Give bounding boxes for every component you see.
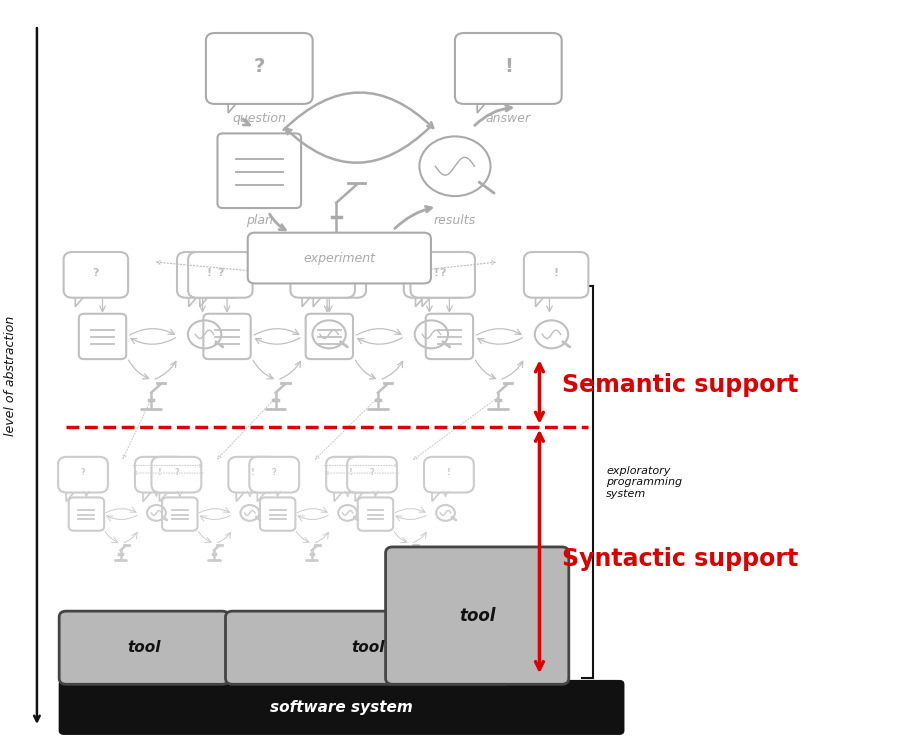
Text: tool: tool [351, 640, 385, 655]
FancyBboxPatch shape [524, 252, 588, 298]
FancyBboxPatch shape [60, 681, 623, 733]
Text: !: ! [553, 268, 559, 277]
FancyBboxPatch shape [290, 252, 355, 298]
FancyBboxPatch shape [225, 611, 511, 684]
Text: ?: ? [174, 468, 179, 477]
FancyBboxPatch shape [305, 314, 353, 359]
Polygon shape [143, 485, 157, 502]
Polygon shape [416, 290, 430, 307]
Polygon shape [432, 485, 446, 502]
Circle shape [436, 505, 455, 521]
FancyBboxPatch shape [248, 232, 431, 284]
Text: ?: ? [272, 468, 277, 477]
FancyBboxPatch shape [260, 497, 295, 531]
Circle shape [313, 320, 346, 348]
Text: tool: tool [128, 640, 161, 655]
Text: !: ! [207, 268, 212, 277]
Text: !: ! [349, 468, 353, 477]
Circle shape [188, 320, 221, 348]
Circle shape [535, 320, 568, 348]
Text: level of abstraction: level of abstraction [4, 316, 17, 436]
Text: tool: tool [459, 607, 496, 625]
FancyBboxPatch shape [177, 252, 242, 298]
FancyBboxPatch shape [58, 456, 108, 493]
FancyBboxPatch shape [188, 252, 252, 298]
Text: Semantic support: Semantic support [561, 372, 798, 396]
FancyBboxPatch shape [79, 314, 127, 359]
FancyBboxPatch shape [385, 547, 568, 684]
FancyBboxPatch shape [424, 456, 474, 493]
FancyBboxPatch shape [228, 456, 278, 493]
Polygon shape [477, 96, 491, 113]
FancyBboxPatch shape [357, 497, 393, 531]
Polygon shape [66, 485, 80, 502]
Circle shape [419, 136, 490, 196]
Circle shape [241, 505, 260, 521]
Circle shape [339, 505, 357, 521]
FancyBboxPatch shape [348, 456, 397, 493]
Text: ?: ? [253, 56, 265, 76]
Text: exploratory
programming
system: exploratory programming system [606, 465, 682, 499]
Polygon shape [199, 290, 214, 307]
FancyBboxPatch shape [250, 456, 299, 493]
Polygon shape [236, 485, 251, 502]
Polygon shape [356, 485, 369, 502]
Text: experiment: experiment [304, 252, 375, 265]
Polygon shape [313, 290, 328, 307]
FancyBboxPatch shape [302, 252, 366, 298]
Text: !: ! [251, 468, 255, 477]
Circle shape [147, 505, 166, 521]
Text: Syntactic support: Syntactic support [561, 547, 798, 571]
Text: ?: ? [81, 468, 85, 477]
FancyBboxPatch shape [64, 252, 128, 298]
FancyBboxPatch shape [135, 456, 185, 493]
FancyBboxPatch shape [410, 252, 475, 298]
Text: ?: ? [370, 468, 374, 477]
Text: !: ! [331, 268, 337, 277]
Polygon shape [160, 485, 173, 502]
Text: plan: plan [246, 214, 273, 227]
Text: !: ! [504, 56, 513, 76]
FancyBboxPatch shape [206, 33, 313, 104]
Text: ?: ? [92, 268, 99, 277]
Text: !: ! [434, 268, 438, 277]
Text: ?: ? [320, 268, 326, 277]
Text: ?: ? [217, 268, 224, 277]
Polygon shape [75, 290, 90, 307]
Text: !: ! [158, 468, 162, 477]
Polygon shape [258, 485, 271, 502]
Text: !: ! [447, 468, 451, 477]
FancyBboxPatch shape [69, 497, 104, 531]
Text: ?: ? [439, 268, 446, 277]
Text: question: question [233, 112, 286, 125]
Text: answer: answer [486, 112, 531, 125]
FancyBboxPatch shape [426, 314, 473, 359]
Polygon shape [189, 290, 203, 307]
Polygon shape [535, 290, 550, 307]
Polygon shape [228, 96, 242, 113]
Polygon shape [302, 290, 316, 307]
FancyBboxPatch shape [162, 497, 198, 531]
Text: results: results [434, 214, 476, 227]
FancyBboxPatch shape [404, 252, 468, 298]
FancyBboxPatch shape [152, 456, 201, 493]
Polygon shape [334, 485, 348, 502]
FancyBboxPatch shape [326, 456, 376, 493]
Text: software system: software system [270, 700, 413, 715]
Polygon shape [422, 290, 436, 307]
FancyBboxPatch shape [59, 611, 229, 684]
FancyBboxPatch shape [455, 33, 561, 104]
Circle shape [415, 320, 448, 348]
FancyBboxPatch shape [203, 314, 251, 359]
FancyBboxPatch shape [217, 133, 301, 208]
